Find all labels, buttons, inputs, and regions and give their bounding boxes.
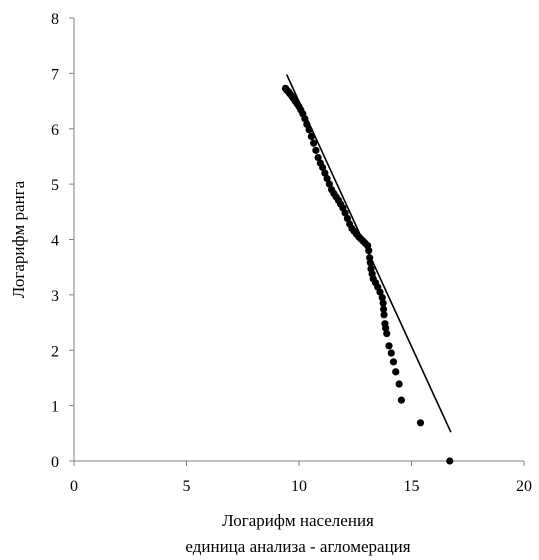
y-tick-label: 7 bbox=[51, 66, 59, 83]
y-tick-label: 2 bbox=[51, 343, 59, 360]
trend-line bbox=[285, 74, 452, 433]
data-point bbox=[307, 132, 315, 141]
data-point bbox=[397, 396, 405, 404]
data-point bbox=[325, 180, 333, 188]
x-tick-label: 0 bbox=[70, 478, 78, 495]
x-tick-label: 5 bbox=[183, 478, 191, 495]
y-tick-label: 4 bbox=[51, 233, 59, 250]
data-point bbox=[395, 380, 403, 388]
data-point bbox=[312, 146, 320, 154]
data-point bbox=[387, 349, 395, 357]
data-point bbox=[446, 457, 454, 465]
y-tick-label: 6 bbox=[51, 122, 59, 139]
data-point bbox=[314, 153, 322, 162]
y-axis-title: Логарифм ранга bbox=[9, 180, 28, 298]
x-tick-label: 10 bbox=[291, 478, 307, 495]
data-point bbox=[385, 342, 393, 350]
data-point bbox=[323, 174, 331, 183]
x-tick-label: 15 bbox=[404, 478, 420, 495]
y-tick-label: 1 bbox=[51, 399, 59, 416]
data-point bbox=[380, 311, 388, 319]
data-point bbox=[383, 330, 391, 338]
data-point bbox=[321, 169, 329, 177]
data-point bbox=[376, 288, 384, 296]
axis-titles: Логарифм ранга Логарифм населения единиц… bbox=[9, 180, 411, 556]
y-tick-label: 0 bbox=[51, 454, 59, 471]
y-tick-label: 8 bbox=[51, 11, 59, 28]
data-marks bbox=[281, 74, 454, 465]
data-point bbox=[382, 324, 390, 332]
x-tick-label: 20 bbox=[516, 478, 532, 495]
data-point bbox=[379, 299, 387, 307]
data-point bbox=[416, 419, 425, 427]
data-point bbox=[392, 368, 400, 376]
data-point bbox=[378, 294, 386, 302]
data-point bbox=[310, 139, 318, 147]
data-point bbox=[319, 163, 327, 172]
x-axis-subtitle: единица анализа - агломерация bbox=[185, 537, 410, 556]
data-point bbox=[389, 358, 398, 366]
y-tick-label: 3 bbox=[51, 288, 59, 305]
data-point bbox=[341, 209, 349, 217]
axes: 0 5 10 15 20 0 1 2 3 4 5 6 7 8 bbox=[51, 11, 532, 495]
data-point bbox=[380, 305, 388, 313]
y-tick-label: 5 bbox=[51, 177, 59, 194]
x-axis-title: Логарифм населения bbox=[222, 511, 374, 530]
data-point bbox=[343, 214, 351, 223]
